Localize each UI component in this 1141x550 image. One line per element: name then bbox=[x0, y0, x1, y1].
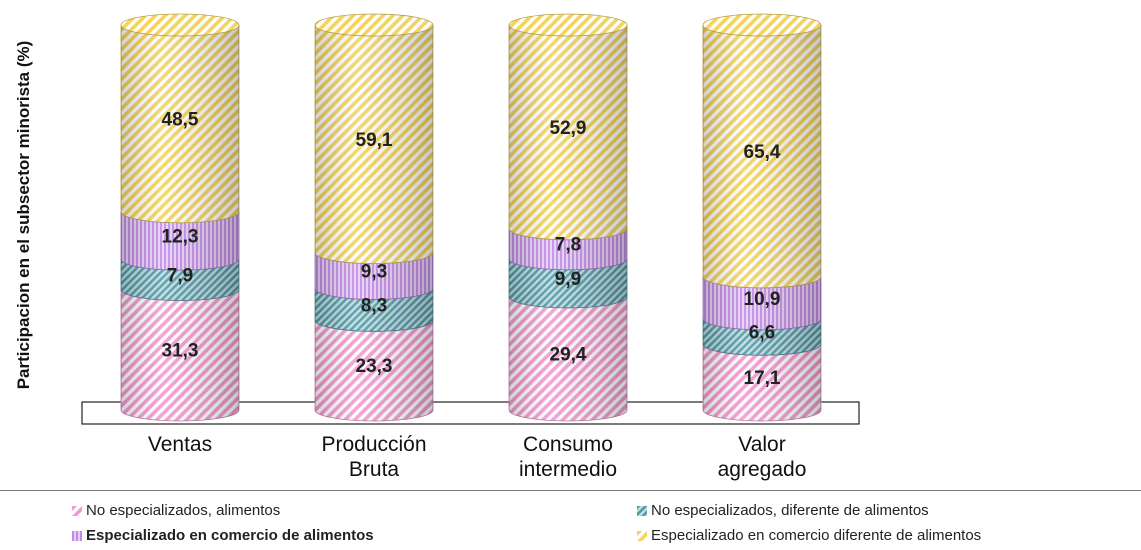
x-tick-label: Valor agregado bbox=[718, 433, 807, 481]
x-axis-ticks: Ventas Producción Bruta Consumo intermedio Va… bbox=[148, 433, 806, 481]
data-label: 6,6 bbox=[749, 322, 775, 343]
data-label: 52,9 bbox=[550, 118, 587, 139]
bar-segment bbox=[508, 24, 628, 241]
data-labels: 31,3 7,9 12,3 48,5 23,3 8,3 9,3 59,1 29,4 9,9 7,8 5… bbox=[162, 109, 781, 389]
y-axis-label: Participacion en el subsector minorista … bbox=[14, 41, 33, 390]
legend-swatch bbox=[637, 505, 647, 516]
data-label: 7,8 bbox=[555, 235, 581, 256]
data-label: 31,3 bbox=[162, 341, 199, 362]
data-label: 17,1 bbox=[744, 368, 781, 389]
legend-label: Especializado en comercio de alimentos bbox=[86, 527, 374, 544]
bar-segment bbox=[508, 258, 628, 309]
bar-segment bbox=[314, 320, 434, 422]
stacked-cylinder-chart: Participacion en el subsector minorista … bbox=[14, 13, 860, 481]
legend: No especializados, alimentos No especiali… bbox=[0, 496, 1141, 550]
bars bbox=[120, 13, 822, 422]
bar-segment bbox=[702, 24, 822, 289]
data-label: 9,9 bbox=[555, 269, 581, 290]
bar-segment bbox=[120, 211, 240, 271]
data-label: 12,3 bbox=[162, 226, 199, 247]
legend-item: No especializados, diferente de alimento… bbox=[637, 502, 929, 519]
bar-top-cap bbox=[314, 13, 434, 37]
x-tick-label: Consumo intermedio bbox=[519, 433, 617, 481]
bar-top-cap bbox=[508, 13, 628, 37]
legend-swatch bbox=[72, 505, 82, 516]
data-label: 29,4 bbox=[550, 344, 587, 365]
bar-segment bbox=[120, 24, 240, 224]
legend-label: No especializados, alimentos bbox=[86, 502, 281, 519]
data-label: 23,3 bbox=[356, 356, 393, 377]
data-label: 65,4 bbox=[744, 142, 781, 163]
bar-segment bbox=[120, 289, 240, 422]
chart-floor-box bbox=[81, 401, 860, 425]
data-label: 8,3 bbox=[361, 295, 387, 316]
bar-segment bbox=[508, 296, 628, 422]
bar-segment bbox=[120, 258, 240, 301]
data-label: 9,3 bbox=[361, 261, 387, 282]
data-label: 59,1 bbox=[356, 130, 393, 151]
bar-segment bbox=[702, 344, 822, 422]
bar-segment bbox=[314, 24, 434, 264]
bar-top-cap bbox=[702, 13, 822, 37]
bar-segment bbox=[508, 228, 628, 271]
x-tick-label: Ventas bbox=[148, 433, 212, 456]
chart-floor bbox=[81, 401, 860, 425]
bar-segment bbox=[314, 288, 434, 332]
legend-divider bbox=[0, 490, 1141, 491]
legend-label: Especializado en comercio diferente de a… bbox=[651, 527, 982, 544]
bar-top-cap bbox=[120, 13, 240, 37]
x-tick-label: Producción Bruta bbox=[321, 433, 426, 481]
legend-item: Especializado en comercio diferente de a… bbox=[637, 527, 981, 544]
data-label: 48,5 bbox=[162, 109, 199, 130]
data-label: 10,9 bbox=[744, 289, 781, 310]
legend-label: No especializados, diferente de alimento… bbox=[651, 502, 929, 519]
legend-item: No especializados, alimentos bbox=[72, 502, 280, 519]
bar-segment bbox=[702, 276, 822, 331]
legend-swatch bbox=[72, 530, 82, 541]
data-label: 7,9 bbox=[167, 265, 193, 286]
legend-swatch bbox=[637, 530, 647, 541]
legend-item: Especializado en comercio de alimentos bbox=[72, 527, 374, 544]
